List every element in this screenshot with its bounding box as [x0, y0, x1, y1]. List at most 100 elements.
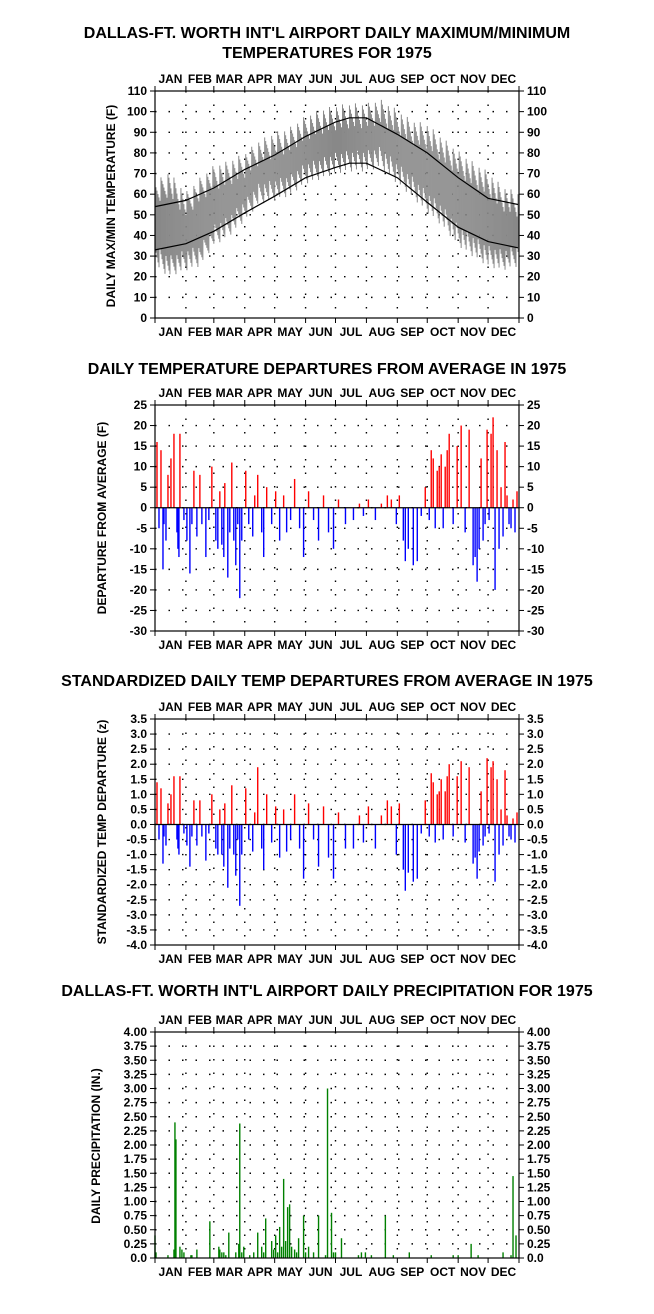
chart1-y-tick-label-right: 80	[527, 146, 541, 160]
chart2-month-label-bottom: SEP	[400, 638, 424, 652]
chart3-y-tick-label-left: -2.0	[126, 878, 147, 892]
chart1-y-tick-label-left: 20	[134, 270, 148, 284]
chart4-month-label-bottom: JUN	[309, 1265, 333, 1279]
chart3-y-tick-label-right: -3.0	[527, 908, 548, 922]
chart2-y-tick-label-left: 5	[140, 480, 147, 494]
chart3-y-tick-label-right: -1.0	[527, 848, 548, 862]
chart2-y-tick-label-right: -15	[527, 562, 545, 576]
chart4-month-label-bottom: APR	[247, 1265, 273, 1279]
chart4-month-label-top: JUL	[340, 1013, 363, 1027]
chart2-y-tick-label-left: -20	[130, 583, 148, 597]
chart2-y-tick-label-left: 20	[134, 419, 148, 433]
chart3-y-tick-label-right: 0.5	[527, 802, 544, 816]
chart2-month-label-bottom: MAR	[216, 638, 244, 652]
chart1-month-label-bottom: AUG	[369, 325, 396, 339]
chart3-y-tick-label-right: 2.5	[527, 742, 544, 756]
chart2-month-label-top: APR	[247, 386, 273, 400]
chart4-month-label-bottom: AUG	[369, 1265, 396, 1279]
chart2-month-label-top: MAY	[277, 386, 303, 400]
chart4-y-tick-label-left: 1.50	[124, 1166, 148, 1180]
chart2-y-axis-label: DEPARTURE FROM AVERAGE (F)	[95, 422, 109, 614]
chart1-title-line2: TEMPERATURES FOR 1975	[222, 45, 432, 62]
chart2-y-tick-label-right: -10	[527, 542, 545, 556]
chart4-y-tick-label-right: 3.75	[527, 1039, 551, 1053]
chart4-y-tick-label-left: 3.50	[124, 1053, 148, 1067]
chart-daily-precipitation: DALLAS-FT. WORTH INT'L AIRPORT DAILY PRE…	[61, 983, 592, 1279]
chart1-month-label-top: SEP	[400, 72, 424, 86]
chart3-y-tick-label-right: 3.5	[527, 712, 544, 726]
chart1-month-label-bottom: NOV	[460, 325, 486, 339]
chart2-month-label-top: JAN	[158, 386, 182, 400]
chart1-y-tick-label-left: 40	[134, 228, 148, 242]
chart4-y-tick-label-right: 0.50	[527, 1223, 551, 1237]
chart3-month-label-top: APR	[247, 700, 273, 714]
chart3-frame	[154, 718, 520, 946]
chart3-y-tick-label-left: -1.0	[126, 848, 147, 862]
chart3-month-label-bottom: AUG	[369, 952, 396, 966]
chart1-y-tick-label-left: 10	[134, 290, 148, 304]
chart-standardized-departures: STANDARDIZED DAILY TEMP DEPARTURES FROM …	[61, 673, 593, 966]
chart3-month-label-bottom: OCT	[430, 952, 456, 966]
chart3-y-tick-label-left: -3.0	[126, 908, 147, 922]
chart4-y-tick-label-left: 3.00	[124, 1082, 148, 1096]
chart1-y-tick-label-right: 50	[527, 208, 541, 222]
chart2-y-tick-label-right: 10	[527, 460, 541, 474]
chart2-month-label-top: JUL	[340, 386, 363, 400]
chart4-month-label-top: MAR	[216, 1013, 244, 1027]
chart3-y-tick-label-right: -2.5	[527, 893, 548, 907]
chart1-plot: 0 0 10 10 20 20 30 30 40 40 50 50 60 60 70 70 80 80 90 90 10…	[127, 72, 547, 339]
chart1-y-tick-label-right: 20	[527, 270, 541, 284]
chart1-month-label-bottom: DEC	[491, 325, 517, 339]
chart2-y-tick-label-right: 5	[527, 480, 534, 494]
chart4-y-tick-label-left: 0.75	[124, 1209, 148, 1223]
chart-max-min-temperature: DALLAS-FT. WORTH INT'L AIRPORT DAILY MAX…	[84, 25, 570, 339]
chart4-y-tick-label-right: 2.75	[527, 1096, 551, 1110]
chart2-y-tick-label-right: 15	[527, 439, 541, 453]
chart1-month-label-bottom: SEP	[400, 325, 424, 339]
chart4-y-tick-label-right: 1.00	[527, 1195, 551, 1209]
chart3-month-label-top: OCT	[430, 700, 456, 714]
chart4-y-axis-label: DAILY PRECIPITATION (IN.)	[89, 1068, 103, 1224]
chart4-y-tick-label-left: 2.75	[124, 1096, 148, 1110]
chart4-month-label-bottom: MAY	[277, 1265, 303, 1279]
chart2-y-tick-label-left: 0	[140, 501, 147, 515]
chart2-month-label-bottom: JAN	[158, 638, 182, 652]
chart2-month-label-top: AUG	[369, 386, 396, 400]
chart1-y-tick-label-right: 30	[527, 249, 541, 263]
chart3-y-tick-label-left: 1.5	[130, 772, 147, 786]
chart4-y-tick-label-right: 0.0	[527, 1251, 544, 1265]
chart4-y-tick-label-left: 1.25	[124, 1180, 148, 1194]
chart3-y-tick-label-right: -1.5	[527, 863, 548, 877]
chart3-y-tick-label-right: -4.0	[527, 938, 548, 952]
chart4-month-label-bottom: FEB	[188, 1265, 212, 1279]
chart4-y-tick-label-right: 1.25	[527, 1180, 551, 1194]
chart4-month-label-top: AUG	[369, 1013, 396, 1027]
chart1-month-label-top: DEC	[491, 72, 517, 86]
chart1-month-label-top: OCT	[430, 72, 456, 86]
chart2-y-tick-label-left: 25	[134, 398, 148, 412]
chart1-y-tick-label-right: 70	[527, 167, 541, 181]
chart3-y-tick-label-left: 2.5	[130, 742, 147, 756]
chart1-month-label-bottom: MAR	[216, 325, 244, 339]
chart4-y-tick-label-right: 3.25	[527, 1067, 551, 1081]
chart2-y-tick-label-left: 10	[134, 460, 148, 474]
chart2-y-tick-label-left: -5	[136, 521, 147, 535]
chart4-month-label-bottom: JAN	[158, 1265, 182, 1279]
chart2-plot: -30 -30 -25 -25 -20 -20 -15 -15 -10 -10 -5 -5 0 0 5 5 10…	[130, 386, 545, 652]
chart3-month-label-bottom: MAY	[277, 952, 303, 966]
chart4-y-tick-label-left: 0.25	[124, 1237, 148, 1251]
chart3-month-label-bottom: SEP	[400, 952, 424, 966]
chart1-month-label-bottom: APR	[247, 325, 273, 339]
chart4-y-tick-label-left: 0.0	[130, 1251, 147, 1265]
chart4-y-tick-label-right: 2.25	[527, 1124, 551, 1138]
chart2-title: DAILY TEMPERATURE DEPARTURES FROM AVERAG…	[88, 361, 567, 378]
chart1-normal-max-line	[154, 117, 519, 208]
chart3-month-label-bottom: APR	[247, 952, 273, 966]
chart3-y-tick-label-right: 1.5	[527, 772, 544, 786]
chart4-month-label-bottom: MAR	[216, 1265, 244, 1279]
chart3-y-tick-label-right: -2.0	[527, 878, 548, 892]
chart1-y-tick-label-right: 0	[527, 311, 534, 325]
chart3-y-tick-label-left: -2.5	[126, 893, 147, 907]
chart4-month-label-top: APR	[247, 1013, 273, 1027]
